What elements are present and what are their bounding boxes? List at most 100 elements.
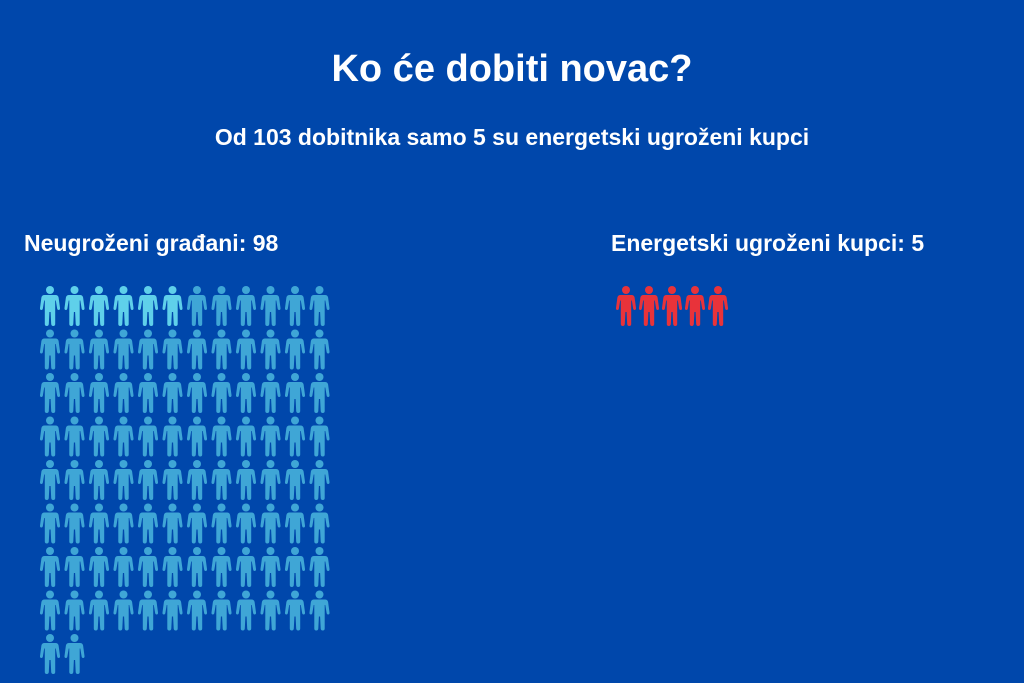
group-label-regular: Neugroženi građani: 98 <box>24 230 279 256</box>
person-icon-regular-94 <box>260 590 281 631</box>
person-icon-regular-85 <box>39 590 61 631</box>
person-icon-regular-12 <box>309 286 330 326</box>
person-icon-regular-14 <box>64 329 85 370</box>
person-icon-regular-11 <box>284 286 306 326</box>
person-icon-regular-40 <box>113 416 134 457</box>
person-icon-regular-38 <box>64 416 85 457</box>
person-icon-regular-50 <box>64 460 85 500</box>
person-icon-vulnerable-1 <box>615 286 637 326</box>
person-icon-regular-45 <box>235 416 257 457</box>
person-icon-regular-26 <box>64 373 85 413</box>
person-icon-regular-77 <box>137 547 159 587</box>
person-icon-regular-34 <box>260 373 281 413</box>
person-icon-regular-91 <box>186 590 208 631</box>
person-icon-vulnerable-3 <box>661 286 683 326</box>
person-icon-regular-29 <box>137 373 159 413</box>
person-icon-regular-62 <box>64 503 85 544</box>
person-icon-regular-41 <box>137 416 159 457</box>
person-icon-regular-18 <box>162 329 183 370</box>
person-icon-regular-30 <box>162 373 183 413</box>
person-icon-vulnerable-4 <box>684 286 706 326</box>
person-icon-regular-96 <box>309 590 330 631</box>
person-icon-regular-32 <box>211 373 232 413</box>
group-label-vulnerable: Energetski ugroženi kupci: 5 <box>611 230 925 256</box>
person-icon-regular-37 <box>39 416 61 457</box>
person-icon-regular-55 <box>186 460 208 500</box>
person-icon-regular-61 <box>39 503 61 544</box>
person-icon-regular-22 <box>260 329 281 370</box>
person-icon-regular-35 <box>284 373 306 413</box>
person-icon-regular-6 <box>162 286 183 326</box>
person-icon-regular-13 <box>39 329 61 370</box>
person-icon-vulnerable-2 <box>638 286 660 326</box>
person-icon-regular-19 <box>186 329 208 370</box>
person-icon-regular-9 <box>235 286 257 326</box>
person-icon-regular-74 <box>64 547 85 587</box>
person-icon-regular-82 <box>260 547 281 587</box>
person-icon-regular-90 <box>162 590 183 631</box>
person-icon-regular-27 <box>88 373 110 413</box>
person-icon-regular-95 <box>284 590 306 631</box>
person-icon-regular-79 <box>186 547 208 587</box>
person-icon-regular-56 <box>211 460 232 500</box>
person-icon-regular-17 <box>137 329 159 370</box>
person-icon-regular-46 <box>260 416 281 457</box>
person-icon-regular-20 <box>211 329 232 370</box>
person-icon-regular-88 <box>113 590 134 631</box>
chart-title: Ko će dobiti novac? <box>331 48 693 90</box>
person-icon-regular-63 <box>88 503 110 544</box>
person-icon-regular-1 <box>39 286 61 326</box>
person-icon-regular-43 <box>186 416 208 457</box>
person-icon-regular-87 <box>88 590 110 631</box>
person-icon-regular-67 <box>186 503 208 544</box>
person-icon-regular-53 <box>137 460 159 500</box>
person-icon-regular-5 <box>137 286 159 326</box>
person-icon-regular-54 <box>162 460 183 500</box>
person-icon-regular-44 <box>211 416 232 457</box>
person-icon-regular-51 <box>88 460 110 500</box>
person-icon-regular-68 <box>211 503 232 544</box>
person-icon-regular-86 <box>64 590 85 631</box>
person-icon-regular-59 <box>284 460 306 500</box>
person-icon-regular-97 <box>39 634 61 674</box>
person-icon-regular-81 <box>235 547 257 587</box>
person-icon-regular-21 <box>235 329 257 370</box>
person-icon-regular-25 <box>39 373 61 413</box>
chart-subtitle: Od 103 dobitnika samo 5 su energetski ug… <box>214 124 810 150</box>
person-icon-regular-58 <box>260 460 281 500</box>
person-icon-regular-39 <box>88 416 110 457</box>
person-icon-regular-89 <box>137 590 159 631</box>
person-icon-regular-65 <box>137 503 159 544</box>
person-icon-regular-69 <box>235 503 257 544</box>
person-icon-regular-7 <box>186 286 208 326</box>
person-icon-regular-66 <box>162 503 183 544</box>
person-icon-regular-28 <box>113 373 134 413</box>
person-icon-regular-31 <box>186 373 208 413</box>
person-icon-regular-16 <box>113 329 134 370</box>
person-icon-regular-60 <box>309 460 330 500</box>
person-icon-regular-3 <box>88 286 110 326</box>
person-icon-regular-42 <box>162 416 183 457</box>
person-icon-regular-64 <box>113 503 134 544</box>
person-icon-vulnerable-5 <box>707 286 729 326</box>
person-icon-regular-10 <box>260 286 281 326</box>
person-icon-regular-83 <box>284 547 306 587</box>
person-icon-regular-48 <box>309 416 330 457</box>
person-icon-regular-72 <box>309 503 330 544</box>
pictogram-grid-regular <box>39 286 330 674</box>
person-icon-regular-33 <box>235 373 257 413</box>
person-icon-regular-23 <box>284 329 306 370</box>
person-icon-regular-36 <box>309 373 330 413</box>
person-icon-regular-80 <box>211 547 232 587</box>
person-icon-regular-92 <box>211 590 232 631</box>
person-icon-regular-57 <box>235 460 257 500</box>
person-icon-regular-93 <box>235 590 257 631</box>
person-icon-regular-24 <box>309 329 330 370</box>
person-icon-regular-73 <box>39 547 61 587</box>
person-icon-regular-84 <box>309 547 330 587</box>
person-icon-regular-70 <box>260 503 281 544</box>
pictogram-grid-vulnerable <box>615 286 729 326</box>
person-icon-regular-47 <box>284 416 306 457</box>
person-icon-regular-4 <box>113 286 134 326</box>
person-icon-regular-15 <box>88 329 110 370</box>
